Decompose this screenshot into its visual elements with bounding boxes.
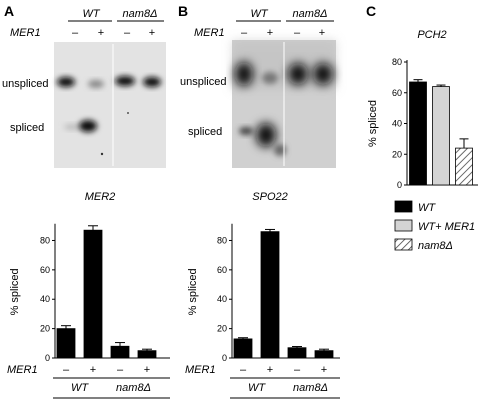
spo22-chart-group-label-wt: WT bbox=[248, 382, 266, 394]
panel-b-lane3-sign: – bbox=[294, 27, 301, 39]
spo22-chart-group-label-nam8: nam8Δ bbox=[293, 382, 328, 394]
spo22-chart-bar bbox=[260, 231, 280, 359]
panel-a-gel-blot bbox=[54, 42, 166, 168]
panel-a-lane4-sign: + bbox=[149, 27, 155, 39]
panel-c-bar-chart: 0 20 40 60 80 % spliced bbox=[367, 57, 478, 190]
panel-b-wt-header: WT bbox=[250, 8, 268, 20]
panel-a-mer1-label: MER1 bbox=[10, 27, 41, 39]
spo22-chart-y-tick-label: 20 bbox=[217, 324, 227, 334]
mer2-chart-group-label-wt: WT bbox=[71, 382, 89, 394]
mer2-chart-bar bbox=[83, 229, 103, 359]
panel-c-label: C bbox=[366, 3, 376, 19]
panel-c-chart-title: PCH2 bbox=[417, 29, 446, 41]
spo22-chart-mer1-sign: – bbox=[240, 364, 247, 376]
mer2-chart-group-label-nam8: nam8Δ bbox=[116, 382, 151, 394]
panel-b-lane4-sign: + bbox=[319, 27, 325, 39]
panel-b-lane1-sign: – bbox=[241, 27, 248, 39]
pch2-chart-y-axis-label: % spliced bbox=[367, 100, 379, 147]
panel-b: B WT nam8Δ MER1 – + – + unspliced splice… bbox=[178, 3, 340, 399]
mer2-chart-y-tick-label: 60 bbox=[40, 265, 50, 275]
panel-a: A WT nam8Δ MER1 – + – + unspliced splice… bbox=[2, 3, 170, 399]
panel-b-unspliced-label: unspliced bbox=[180, 76, 226, 88]
mer2-chart-y-tick-label: 0 bbox=[45, 353, 50, 363]
spo22-chart-y-axis-label: % spliced bbox=[187, 268, 199, 315]
panel-a-label: A bbox=[4, 3, 14, 19]
mer2-chart-bar bbox=[137, 350, 157, 359]
panel-a-lane1-sign: – bbox=[72, 27, 79, 39]
legend-label-wt: WT bbox=[418, 202, 436, 214]
mer2-chart-mer1-sign: + bbox=[90, 364, 96, 376]
panel-b-nam8-header: nam8Δ bbox=[293, 8, 328, 20]
pch2-chart-y-tick-label: 20 bbox=[392, 149, 402, 159]
panel-b-label: B bbox=[178, 3, 188, 19]
pch2-chart-bar bbox=[409, 81, 427, 186]
panel-a-spliced-label: spliced bbox=[10, 122, 44, 134]
panel-b-lane2-sign: + bbox=[267, 27, 273, 39]
mer2-chart-y-tick-label: 80 bbox=[40, 235, 50, 245]
legend-label-nam8: nam8Δ bbox=[418, 240, 453, 252]
panel-a-lane3-sign: – bbox=[124, 27, 131, 39]
panel-a-nam8-header: nam8Δ bbox=[123, 8, 158, 20]
panel-c-legend: WT WT+ MER1 nam8Δ bbox=[394, 200, 475, 252]
spo22-chart-y-tick-label: 60 bbox=[217, 265, 227, 275]
panel-a-chart-title: MER2 bbox=[85, 191, 116, 203]
panel-b-mer1-label: MER1 bbox=[194, 27, 225, 39]
spo22-chart-y-tick-label: 0 bbox=[222, 353, 227, 363]
mer2-chart-bar bbox=[110, 345, 130, 359]
spo22-chart-mer1-sign: + bbox=[267, 364, 273, 376]
panel-a-wt-header: WT bbox=[82, 8, 100, 20]
spo22-chart-mer1-sign: + bbox=[321, 364, 327, 376]
mer2-chart-bar bbox=[56, 328, 76, 359]
spo22-chart-bar bbox=[287, 347, 307, 359]
mer2-chart-y-tick-label: 40 bbox=[40, 294, 50, 304]
spo22-chart-mer1-sign: – bbox=[294, 364, 301, 376]
mer2-chart-mer1-row-label: MER1 bbox=[7, 364, 38, 376]
pch2-chart-y-tick-label: 60 bbox=[392, 88, 402, 98]
spo22-chart-y-tick-label: 40 bbox=[217, 294, 227, 304]
spo22-chart-bar bbox=[314, 350, 334, 359]
pch2-chart-y-tick-label: 40 bbox=[392, 119, 402, 129]
legend-swatch-wt bbox=[394, 200, 413, 213]
legend-label-wt-mer1: WT+ MER1 bbox=[418, 221, 475, 233]
panel-b-chart-title: SPO22 bbox=[252, 191, 287, 203]
mer2-chart-mer1-sign: – bbox=[63, 364, 70, 376]
panel-b-spliced-label: spliced bbox=[188, 126, 222, 138]
spo22-chart-y-tick-label: 80 bbox=[217, 235, 227, 245]
pch2-chart-bar bbox=[432, 86, 450, 186]
pch2-chart-y-tick-label: 80 bbox=[392, 57, 402, 67]
mer2-chart-mer1-sign: + bbox=[144, 364, 150, 376]
legend-swatch-nam8 bbox=[394, 238, 413, 251]
mer2-chart-mer1-sign: – bbox=[117, 364, 124, 376]
spo22-chart-mer1-row-label: MER1 bbox=[185, 364, 216, 376]
panel-a-unspliced-label: unspliced bbox=[2, 78, 48, 90]
mer2-chart-y-axis-label: % spliced bbox=[9, 268, 21, 315]
spo22-chart-bar bbox=[233, 338, 253, 359]
mer2-chart-y-tick-label: 20 bbox=[40, 324, 50, 334]
pch2-chart-y-tick-label: 0 bbox=[397, 180, 402, 190]
panel-a-lane2-sign: + bbox=[98, 27, 104, 39]
legend-swatch-wt-mer1 bbox=[394, 219, 413, 232]
pch2-chart-bar bbox=[455, 147, 473, 186]
panel-c: C PCH2 0 20 40 60 80 % spliced WT WT+ MER1 na… bbox=[366, 3, 478, 252]
